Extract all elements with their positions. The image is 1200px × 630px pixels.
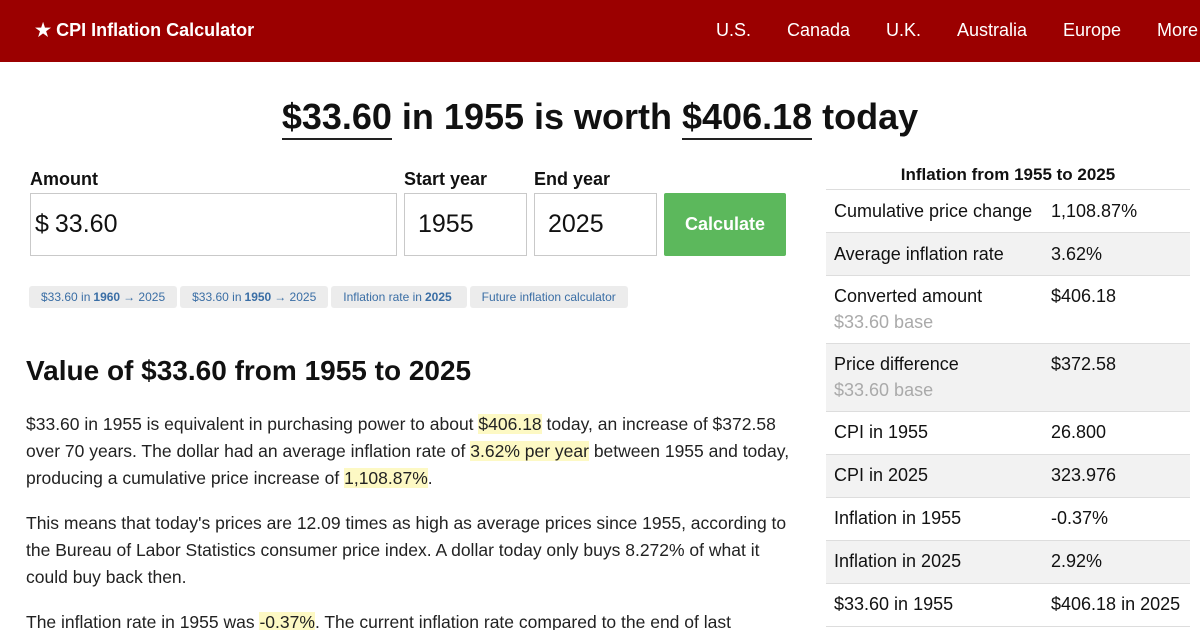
end-year-input[interactable]: 2025 (534, 193, 657, 256)
nav-item-canada[interactable]: Canada (787, 20, 851, 40)
headline-mid: in 1955 is worth (391, 96, 683, 137)
paragraph-inflation-rate: The inflation rate in 1955 was -0.37%. T… (26, 609, 796, 630)
row-label: Converted amount (834, 286, 983, 306)
row-value: $406.18 in 2025 (1051, 594, 1181, 614)
pill-text: → 2025 (274, 290, 317, 304)
row-label: Inflation in 2025 (834, 551, 962, 571)
table-row: CPI in 2025 323.976 (826, 455, 1190, 498)
pill-text: Inflation rate in (343, 290, 422, 304)
pill-text: $33.60 in (192, 290, 242, 304)
row-label: Inflation in 1955 (834, 508, 962, 528)
pill-text: Future inflation calculator (481, 290, 616, 304)
amount-label: Amount (30, 169, 98, 189)
text: between 1955 and today, producing a cumu… (26, 441, 790, 488)
pill-link-1960[interactable]: $33.60 in 1960 → 2025 (29, 286, 178, 308)
table-row: Price difference $372.58 $33.60 base (826, 344, 1190, 412)
highlight: -0.37% (259, 612, 315, 630)
text: $33.60 in 1955 is equivalent in purchasi… (26, 414, 479, 434)
table-row: Cumulative price change 1,108.87% (826, 190, 1190, 233)
nav-item-more[interactable]: More (1157, 20, 1199, 40)
highlight: $406.18 (478, 414, 542, 434)
nav-item-uk[interactable]: U.K. (886, 20, 922, 40)
table-row: Average inflation rate 3.62% (826, 233, 1190, 276)
table-row: Inflation in 1955 -0.37% (826, 498, 1190, 541)
row-value: -0.37% (1051, 508, 1109, 528)
start-year-input[interactable]: 1955 (404, 193, 527, 256)
page-title: $33.60 in 1955 is worth $406.18 today (0, 96, 1200, 140)
amount-input[interactable]: $ 33.60 (30, 193, 397, 256)
row-label: Price difference (834, 354, 959, 374)
top-nav-bar: ★ CPI Inflation Calculator U.S. Canada U… (0, 0, 1200, 62)
inflation-summary-table: Cumulative price change 1,108.87% Averag… (826, 189, 1190, 627)
nav-item-us[interactable]: U.S. (716, 20, 752, 40)
currency-symbol: $ (35, 210, 49, 238)
calculate-button[interactable]: Calculate (664, 193, 786, 256)
pill-text: $33.60 in (41, 290, 91, 304)
pill-link-inflation-rate[interactable]: Inflation rate in 2025 (331, 286, 467, 308)
paragraph-summary: $33.60 in 1955 is equivalent in purchasi… (26, 411, 796, 492)
text: . (427, 468, 433, 488)
row-sublabel: $33.60 base (834, 312, 934, 332)
row-sublabel: $33.60 base (834, 380, 934, 400)
table-row: Converted amount $406.18 $33.60 base (826, 276, 1190, 344)
amount-value: 33.60 (54, 210, 118, 238)
text: The inflation rate in 1955 was (26, 612, 260, 630)
related-links: $33.60 in 1960 → 2025 $33.60 in 1950 → 2025 … (29, 286, 628, 308)
brand-link[interactable]: ★ CPI Inflation Calculator (35, 20, 255, 40)
row-value: 2.92% (1051, 551, 1103, 571)
pill-text: → 2025 (123, 290, 166, 304)
section-title: Value of $33.60 from 1955 to 2025 (26, 355, 472, 386)
row-value: $406.18 (1051, 286, 1117, 306)
end-year-label: End year (534, 169, 611, 189)
paragraph-cpi: This means that today's prices are 12.09… (26, 513, 787, 587)
pill-bold: 1950 (244, 290, 272, 304)
headline-amount: $33.60 (281, 96, 392, 140)
headline-end: today (812, 96, 919, 137)
side-table-title: Inflation from 1955 to 2025 (900, 165, 1116, 184)
row-label: Cumulative price change (834, 201, 1033, 221)
pill-link-future-calculator[interactable]: Future inflation calculator (469, 286, 628, 308)
highlight: 1,108.87% (344, 468, 428, 488)
pill-bold: 1960 (93, 290, 121, 304)
row-value: 26.800 (1051, 422, 1107, 442)
row-value: 3.62% (1051, 244, 1103, 264)
pill-link-1950[interactable]: $33.60 in 1950 → 2025 (180, 286, 329, 308)
row-label: $33.60 in 1955 (834, 594, 954, 614)
row-value: 1,108.87% (1051, 201, 1138, 221)
nav-item-australia[interactable]: Australia (957, 20, 1028, 40)
table-row: Inflation in 2025 2.92% (826, 541, 1190, 584)
end-year-value: 2025 (548, 210, 604, 238)
start-year-value: 1955 (418, 210, 474, 238)
row-value: $372.58 (1051, 354, 1117, 374)
highlight: 3.62% per year (470, 441, 589, 461)
row-label: Average inflation rate (834, 244, 1004, 264)
start-year-label: Start year (404, 169, 488, 189)
row-value: 323.976 (1051, 465, 1117, 485)
row-label: CPI in 2025 (834, 465, 929, 485)
row-label: CPI in 1955 (834, 422, 929, 442)
nav-item-europe[interactable]: Europe (1063, 20, 1122, 40)
text: . The current inflation rate compared to… (314, 612, 731, 630)
table-row: $33.60 in 1955 $406.18 in 2025 (826, 584, 1190, 627)
text: today, an increase of $372.58 over 70 ye… (26, 414, 776, 461)
pill-bold: 2025 (424, 290, 452, 304)
headline-result: $406.18 (682, 96, 813, 140)
nav-menu: U.S. Canada U.K. Australia Europe More (0, 20, 1200, 44)
table-row: CPI in 1955 26.800 (826, 412, 1190, 455)
